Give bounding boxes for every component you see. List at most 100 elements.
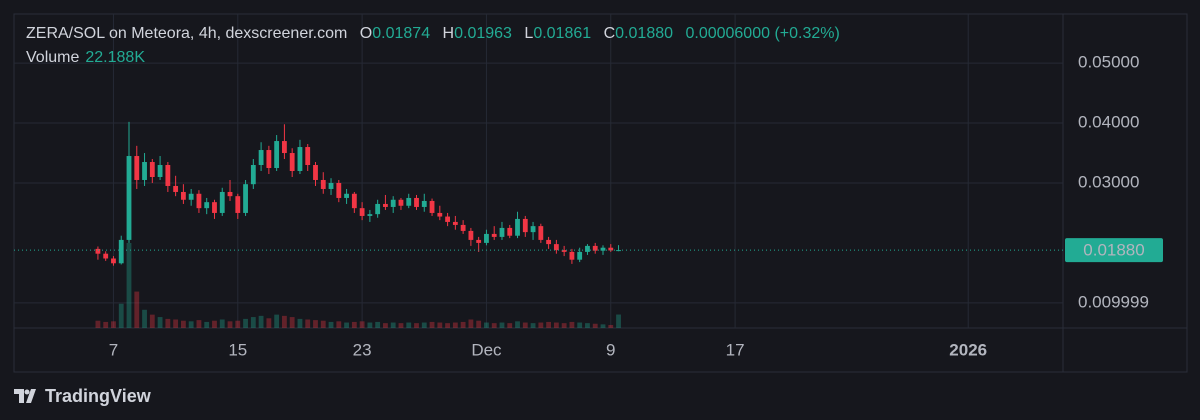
candle-body	[274, 141, 280, 169]
volume-value: 22.188K	[85, 49, 145, 66]
high-value: 0.01963	[454, 25, 512, 42]
volume-bar	[406, 322, 412, 328]
candle-body	[219, 191, 225, 213]
symbol-title: ZERA/SOL on Meteora, 4h, dexscreener.com	[26, 25, 348, 42]
candle-body	[452, 221, 458, 225]
x-tick-label: 9	[606, 340, 615, 359]
candle-body	[289, 153, 295, 171]
volume-bar	[476, 320, 482, 328]
candle-body	[398, 199, 404, 206]
candle-body	[95, 248, 101, 254]
candle-body	[111, 258, 116, 264]
volume-bar	[437, 322, 443, 328]
volume-bar	[507, 323, 513, 328]
candle-body	[320, 179, 326, 189]
candle-body	[250, 165, 256, 185]
volume-bar	[250, 317, 256, 328]
candle-body	[258, 150, 264, 166]
candle-body	[522, 218, 528, 233]
open-value: 0.01874	[372, 25, 431, 42]
volume-bar	[328, 321, 334, 328]
volume-bar	[196, 320, 202, 328]
volume-bar	[289, 317, 295, 328]
volume-bar	[173, 319, 179, 328]
high-key: H	[442, 25, 455, 42]
volume-bar	[149, 314, 155, 328]
candle-body	[204, 202, 210, 209]
candle-body	[336, 182, 342, 198]
volume-bar	[243, 318, 248, 328]
volume-bar	[468, 319, 474, 328]
candle-body	[429, 200, 435, 213]
last-price-box	[1065, 238, 1163, 263]
volume-legend: Volume 22.188K	[26, 49, 145, 67]
volume-bar	[367, 322, 373, 328]
candle-body	[406, 197, 412, 206]
volume-bar	[546, 321, 552, 328]
candle-body	[157, 165, 163, 177]
volume-bar	[297, 318, 303, 328]
volume-bar	[320, 320, 326, 328]
volume-bar	[616, 314, 621, 328]
open-key: O	[359, 25, 373, 42]
candle-body	[344, 193, 349, 198]
volume-bar	[274, 314, 280, 328]
candle-body	[577, 251, 583, 260]
change-value: 0.00006000 (+0.32%)	[685, 25, 840, 42]
candle-body	[134, 156, 140, 180]
brand-icon	[14, 389, 36, 403]
candle-body	[515, 218, 520, 236]
candle-body	[328, 182, 334, 189]
chart-frame	[13, 13, 1188, 373]
x-tick-label: 17	[726, 340, 745, 359]
volume-bar	[538, 322, 544, 328]
x-tick-label: Dec	[471, 340, 502, 359]
candle-body	[530, 226, 536, 233]
candles	[14, 121, 1063, 266]
candle-body	[414, 197, 419, 207]
candle-body	[375, 203, 381, 215]
volume-bar	[212, 320, 217, 328]
candle-body	[484, 233, 489, 243]
x-tick-label: 2026	[949, 340, 987, 359]
volume-bar	[375, 321, 381, 328]
low-value: 0.01861	[533, 25, 592, 42]
volume-bar	[383, 323, 388, 328]
candle-body	[165, 165, 171, 186]
last-price-label: 0.01880	[1083, 241, 1144, 260]
candle-body	[491, 233, 497, 237]
candle-body	[538, 226, 544, 240]
candle-body	[142, 162, 147, 180]
volume-bar	[592, 323, 598, 328]
candle-body	[585, 245, 590, 252]
brand: TradingView	[14, 386, 151, 407]
volume-bar	[585, 323, 590, 328]
candle-body	[196, 193, 202, 209]
candle-body	[313, 165, 318, 180]
candle-body	[507, 227, 513, 236]
y-tick-label: 0.03000	[1078, 172, 1139, 191]
candle-body	[126, 156, 132, 240]
candle-body	[149, 162, 155, 177]
candle-body	[499, 227, 505, 237]
volume-bar	[134, 291, 140, 328]
volume-bar	[165, 318, 171, 328]
low-key: L	[524, 25, 534, 42]
volume-bar	[258, 315, 264, 328]
volume-bar	[569, 321, 575, 328]
volume-bar	[305, 319, 311, 328]
candle-body	[445, 216, 450, 222]
volume-bar	[499, 322, 505, 328]
candle-body	[180, 191, 186, 200]
candle-body	[266, 150, 272, 169]
candle-body	[297, 147, 303, 171]
candle-body	[282, 141, 287, 154]
volume-bar	[126, 243, 132, 328]
volume-bar	[561, 323, 567, 328]
volume-bar	[515, 321, 520, 328]
volume-bar	[157, 317, 163, 328]
volume-bar	[390, 322, 396, 328]
volume-bar	[445, 323, 450, 328]
candle-body	[188, 193, 194, 200]
